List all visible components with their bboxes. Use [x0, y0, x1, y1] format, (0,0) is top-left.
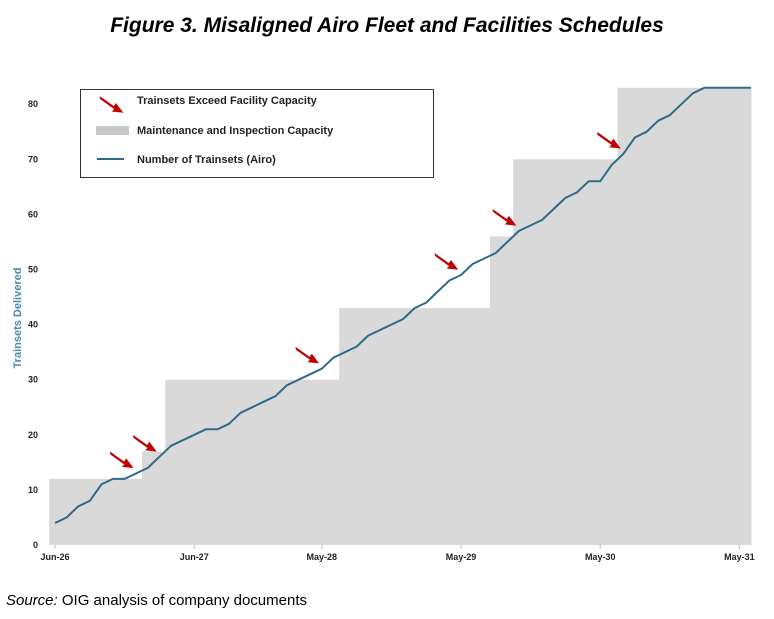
arrow-icon [492, 209, 517, 226]
capacity-step [49, 478, 143, 545]
figure-title: Figure 3. Misaligned Airo Fleet and Faci… [110, 14, 664, 37]
x-tick-label: May-30 [585, 552, 616, 562]
legend-label: Trainsets Exceed Facility Capacity [137, 95, 318, 107]
x-tick-label: May-29 [446, 552, 477, 562]
capacity-step [142, 451, 166, 545]
arrow-icon [596, 132, 621, 149]
legend-arrow-icon [99, 96, 124, 113]
arrow-icon [99, 96, 124, 113]
exceed-arrow [109, 451, 134, 469]
y-axis-label: Trainsets Delivered [12, 268, 24, 369]
y-tick-label: 30 [28, 375, 38, 385]
x-tick-label: May-31 [724, 552, 755, 562]
x-tick-label: Jun-26 [40, 552, 69, 562]
exceed-arrow [596, 132, 621, 149]
y-tick-label: 20 [28, 430, 38, 440]
y-tick-label: 0 [33, 540, 38, 550]
exceed-arrow [295, 347, 320, 364]
exceed-arrow [492, 209, 517, 226]
source-text: OIG analysis of company documents [57, 592, 307, 609]
exceed-arrows [109, 132, 621, 469]
exceed-arrow [132, 435, 157, 452]
legend-label: Number of Trainsets (Airo) [137, 154, 276, 166]
exceed-arrow [434, 253, 459, 270]
x-tick-label: Jun-27 [180, 552, 209, 562]
legend-box [80, 89, 434, 178]
source-label: Source: [6, 592, 58, 609]
y-tick-label: 50 [28, 265, 38, 275]
capacity-step [513, 159, 619, 546]
arrow-icon [434, 253, 459, 270]
axes: 0 10 20 30 40 50 60 70 80 Jun-26 Jun-27 May-28 May-2… [12, 99, 755, 562]
y-tick-label: 40 [28, 320, 38, 330]
y-tick-label: 10 [28, 485, 38, 495]
capacity-step [617, 87, 752, 546]
arrow-icon [132, 435, 157, 452]
arrow-icon [295, 347, 320, 364]
x-tick-label: May-28 [307, 552, 338, 562]
y-tick-label: 60 [28, 209, 38, 219]
y-tick-label: 80 [28, 99, 38, 109]
capacity-step [165, 379, 340, 545]
capacity-area [49, 87, 752, 546]
y-tick-label: 70 [28, 154, 38, 164]
legend-area-swatch [96, 126, 129, 135]
capacity-step [339, 308, 491, 545]
legend-label: Maintenance and Inspection Capacity [137, 125, 334, 137]
source-note: Source: OIG analysis of company document… [6, 592, 307, 609]
trainsets-line [54, 86, 752, 524]
capacity-step [490, 236, 514, 545]
arrow-icon [109, 451, 134, 469]
legend: Trainsets Exceed Facility Capacity Mainte… [80, 89, 434, 178]
